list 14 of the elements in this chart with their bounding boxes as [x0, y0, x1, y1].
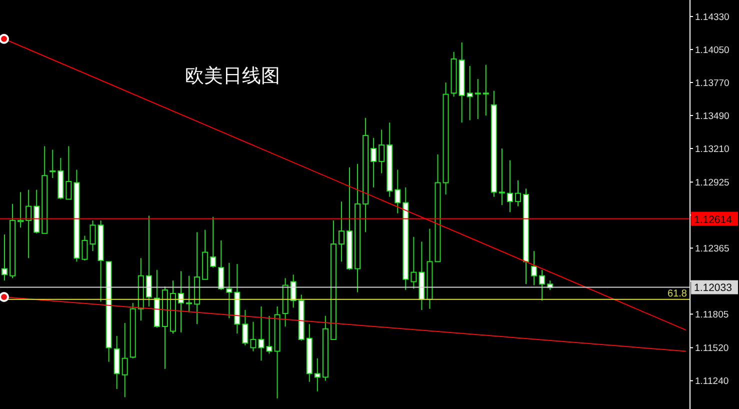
- y-tick-label: 1.13210: [695, 144, 730, 155]
- y-tick-label: 1.11805: [695, 309, 729, 320]
- y-tick-label: 1.11240: [695, 376, 729, 388]
- ref-line-label: 1.12033: [694, 282, 732, 294]
- text: 欧美日线图: [185, 65, 280, 87]
- y-tick-label: 1.12365: [695, 243, 730, 254]
- y-tick-label: 1.13770: [695, 78, 730, 89]
- y-tick-label: 1.14050: [695, 44, 730, 56]
- y-tick-label: 1.13490: [695, 110, 730, 122]
- ref-line-label: 1.12614: [694, 214, 732, 226]
- y-tick-label: 1.14330: [695, 12, 730, 23]
- annotation: 61.8: [668, 288, 688, 300]
- y-tick-label: 1.12925: [695, 177, 730, 188]
- y-tick-label: 1.11520: [695, 343, 729, 354]
